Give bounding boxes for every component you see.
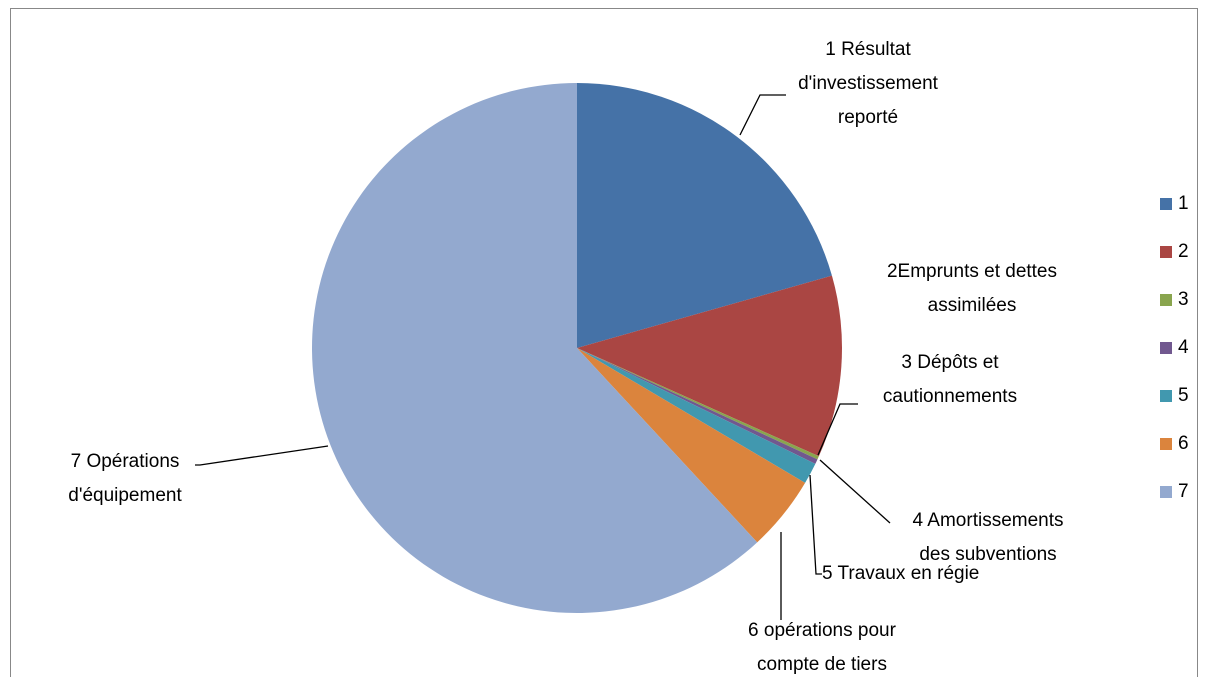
pie-slice — [577, 83, 832, 348]
data-label: cautionnements — [883, 386, 1017, 407]
pie-slice — [311, 83, 758, 613]
legend-label: 5 — [1178, 385, 1189, 406]
pie-slice — [577, 348, 806, 543]
pie-slice — [577, 275, 842, 457]
legend-label: 3 — [1178, 289, 1189, 310]
leader-line — [809, 474, 822, 575]
leader-line — [739, 94, 786, 136]
legend-swatch — [1160, 198, 1172, 210]
legend-swatch — [1160, 246, 1172, 258]
leader-line — [819, 459, 891, 524]
pie-slice — [577, 348, 816, 483]
legend-label: 7 — [1178, 481, 1189, 502]
data-label: 6 opérations pour — [748, 620, 897, 641]
legend-swatch — [1160, 390, 1172, 402]
data-label: 4 Amortissements — [913, 510, 1064, 531]
legend-swatch — [1160, 486, 1172, 498]
data-label: 2Emprunts et dettes — [887, 261, 1057, 282]
data-label: d'équipement — [68, 485, 182, 506]
data-label: d'investissement — [798, 73, 939, 94]
legend-label: 2 — [1178, 241, 1189, 262]
leader-line — [195, 445, 329, 466]
data-label: 1 Résultat — [825, 39, 911, 60]
pie-slice — [577, 348, 818, 464]
legend-swatch — [1160, 294, 1172, 306]
data-label: assimilées — [928, 295, 1017, 316]
data-label: 3 Dépôts et — [901, 352, 999, 373]
legend-label: 4 — [1178, 337, 1189, 358]
data-label: reporté — [838, 107, 898, 128]
data-label: compte de tiers — [757, 654, 887, 675]
legend-label: 1 — [1178, 193, 1189, 214]
leader-line — [817, 403, 858, 456]
pie-slice — [577, 348, 819, 460]
data-label: des subventions — [919, 544, 1056, 565]
legend-swatch — [1160, 342, 1172, 354]
data-label: 7 Opérations — [71, 451, 180, 472]
chart-frame — [10, 8, 1198, 677]
data-label: 5 Travaux en régie — [822, 563, 979, 584]
legend-swatch — [1160, 438, 1172, 450]
legend-label: 6 — [1178, 433, 1189, 454]
